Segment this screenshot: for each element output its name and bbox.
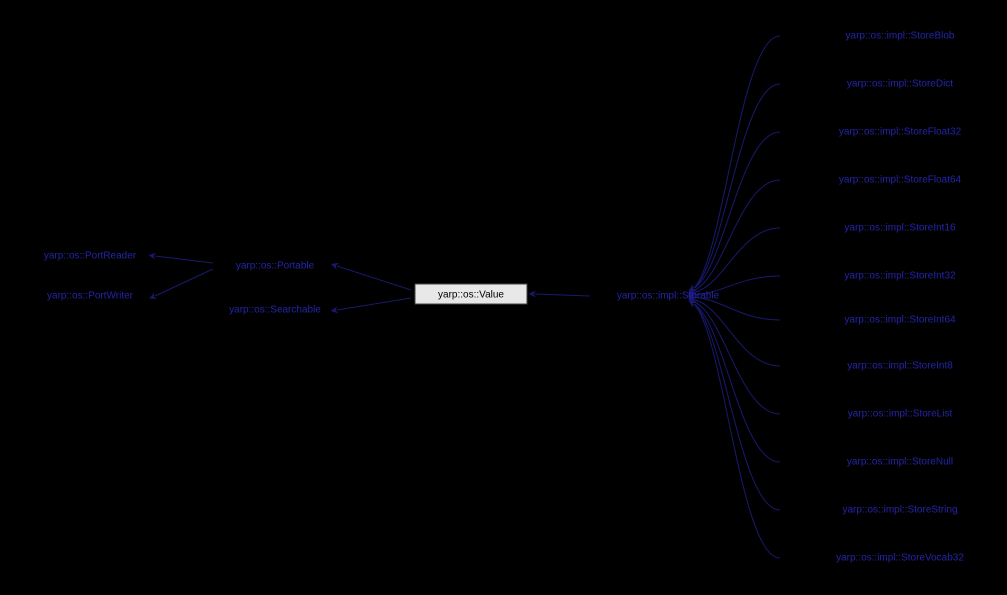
gc-storeint8[interactable]: yarp::os::impl::StoreInt8 [847,361,953,372]
gp-portreader[interactable]: yarp::os::PortReader [44,251,137,262]
c-storable[interactable]: yarp::os::impl::Storable [617,291,720,302]
gc-storeint32[interactable]: yarp::os::impl::StoreInt32 [844,271,956,282]
p-searchable[interactable]: yarp::os::Searchable [229,305,321,316]
edge-c-storable [535,294,590,296]
gc-storefloat64[interactable]: yarp::os::impl::StoreFloat64 [839,175,962,186]
edge-p-portable [337,266,411,290]
p-portable[interactable]: yarp::os::Portable [236,261,315,272]
gc-storelist[interactable]: yarp::os::impl::StoreList [848,409,953,420]
gc-storedict[interactable]: yarp::os::impl::StoreDict [847,79,953,90]
edge-gc-storefloat32 [694,132,780,288]
edge-gc-storeint16 [694,228,780,293]
inheritance-graph: yarp::os::Valueyarp::os::Portableyarp::o… [0,0,1007,595]
edge-gc-storenull [694,304,780,462]
gc-storestring[interactable]: yarp::os::impl::StoreString [842,505,957,516]
edge-gc-storestring [694,304,780,510]
edge-gc-storedict [694,84,780,288]
edge-gc-storeint8 [694,300,780,367]
gc-storefloat32[interactable]: yarp::os::impl::StoreFloat32 [839,127,962,138]
edge-gp-portreader [155,256,213,263]
gc-storeblob[interactable]: yarp::os::impl::StoreBlob [846,31,955,42]
edge-gp-portwriter [155,269,213,296]
gp-portwriter[interactable]: yarp::os::PortWriter [47,291,134,302]
gc-storenull[interactable]: yarp::os::impl::StoreNull [847,457,953,468]
gc-storevocab32[interactable]: yarp::os::impl::StoreVocab32 [836,553,964,564]
edge-p-searchable [337,298,411,310]
yarp-os-value-label: yarp::os::Value [438,290,504,301]
gc-storeint64[interactable]: yarp::os::impl::StoreInt64 [844,315,956,326]
gc-storeint16[interactable]: yarp::os::impl::StoreInt16 [844,223,956,234]
